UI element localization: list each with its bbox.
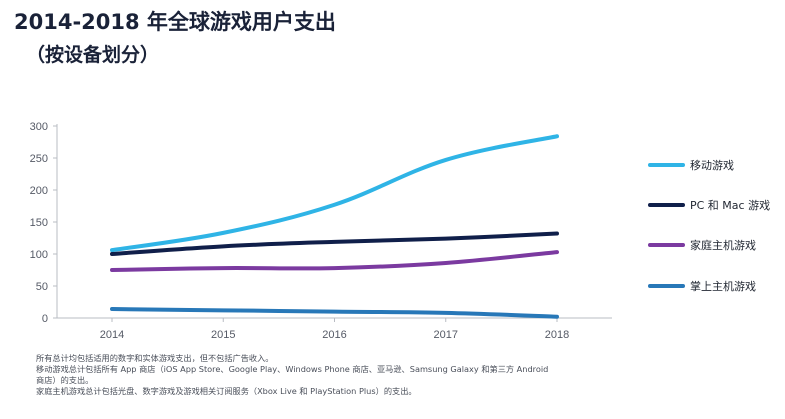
series-line-2 bbox=[110, 231, 559, 256]
footnote-line: 移动游戏总计包括所有 App 商店（iOS App Store、Google P… bbox=[36, 364, 549, 374]
y-tick-label: 150 bbox=[30, 217, 48, 229]
y-tick-label: 200 bbox=[30, 185, 48, 197]
y-tick-label: 0 bbox=[42, 313, 48, 325]
series-line-4 bbox=[110, 307, 559, 319]
series-line-3 bbox=[110, 250, 559, 272]
footnote-line: 商店）的支出。 bbox=[36, 375, 94, 385]
series-line-1 bbox=[110, 134, 559, 253]
y-tick-label: 50 bbox=[36, 281, 48, 293]
x-tick-label: 2017 bbox=[434, 329, 458, 341]
footnote-line: 所有总计均包括适用的数字和实体游戏支出，但不包括广告收入。 bbox=[36, 353, 274, 363]
footnote-line: 家庭主机游戏总计包括光盘、数字游戏及游戏相关订阅服务（Xbox Live 和 P… bbox=[36, 386, 417, 396]
legend-label: PC 和 Mac 游戏 bbox=[690, 199, 770, 212]
chart-subtitle: （按设备划分） bbox=[26, 44, 160, 66]
x-tick-label: 2015 bbox=[211, 329, 235, 341]
legend-label: 掌上主机游戏 bbox=[690, 279, 756, 293]
line-chart: 0 50 100 150 200 250 300 2014 2015 2016 2017 2018 移… bbox=[30, 121, 770, 341]
y-tick-label: 100 bbox=[30, 249, 48, 261]
y-tick-label: 300 bbox=[30, 121, 48, 133]
series-layer bbox=[110, 134, 559, 319]
footnotes: 所有总计均包括适用的数字和实体游戏支出，但不包括广告收入。 移动游戏总计包括所有… bbox=[36, 353, 636, 397]
x-tick-label: 2014 bbox=[100, 329, 124, 341]
legend-label: 移动游戏 bbox=[690, 159, 734, 172]
legend-label: 家庭主机游戏 bbox=[690, 238, 756, 252]
x-tick-label: 2016 bbox=[322, 329, 346, 341]
x-tick-label: 2018 bbox=[545, 329, 569, 341]
y-tick-label: 250 bbox=[30, 153, 48, 165]
chart-title: 2014-2018 年全球游戏用户支出 bbox=[14, 10, 336, 34]
chart-axes: 0 50 100 150 200 250 300 2014 2015 2016 2017 2018 bbox=[30, 121, 612, 341]
